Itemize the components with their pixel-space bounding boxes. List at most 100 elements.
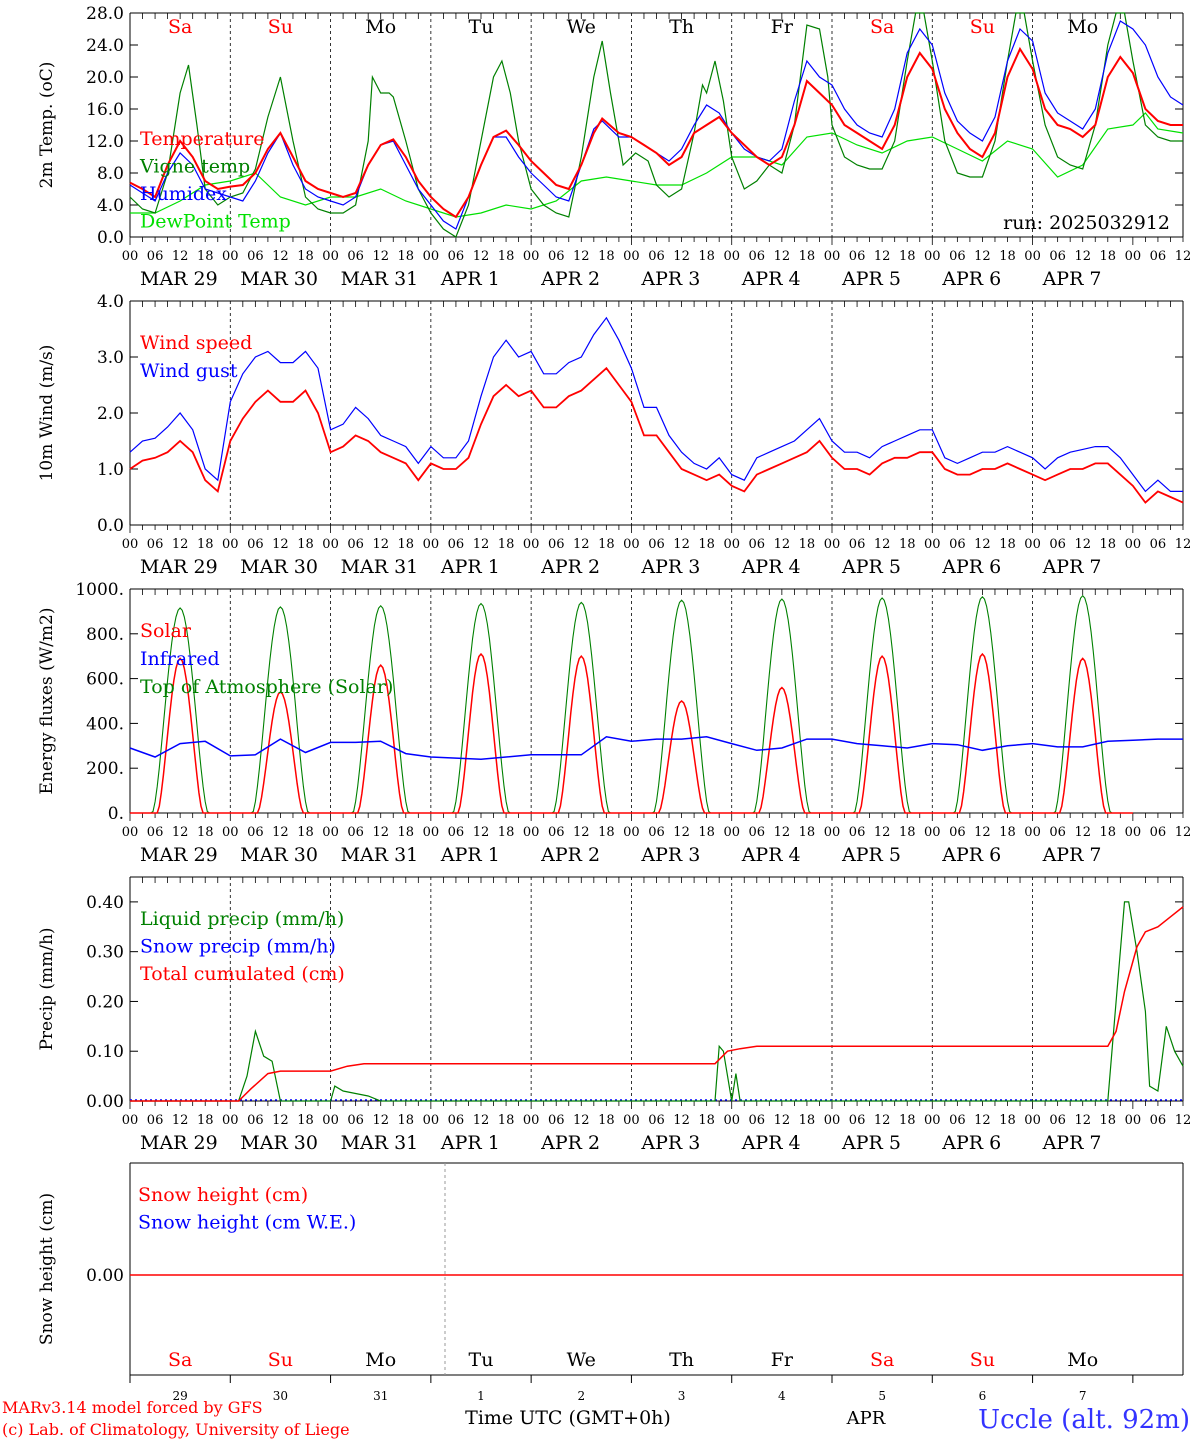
hour-tick-label: 06: [648, 825, 665, 840]
legend-entry: Wind gust: [140, 360, 238, 382]
hour-tick-label: 06: [347, 1113, 364, 1128]
hour-tick-label: 00: [122, 249, 139, 264]
hour-tick-label: 06: [1049, 249, 1066, 264]
hour-tick-label: 12: [473, 537, 490, 552]
date-label: MAR 31: [341, 1132, 419, 1154]
hour-tick-label: 18: [398, 825, 415, 840]
hour-tick-label: 00: [222, 825, 239, 840]
y-tick-label: 200.: [86, 759, 124, 779]
hour-tick-label: 00: [924, 537, 941, 552]
y-axis-label: 10m Wind (m/s): [37, 345, 57, 482]
hour-tick-label: 00: [1125, 537, 1142, 552]
station-label: Uccle (alt. 92m): [978, 1405, 1190, 1435]
date-label: APR 5: [841, 844, 901, 866]
hour-tick-label: 00: [122, 1113, 139, 1128]
series-blue: [129, 316, 1183, 493]
y-tick-label: 12.0: [86, 132, 124, 152]
hour-tick-label: 06: [849, 537, 866, 552]
hour-tick-label: 12: [974, 825, 991, 840]
hour-tick-label: 12: [1074, 1113, 1091, 1128]
date-label: MAR 30: [240, 268, 318, 290]
hour-tick-label: 06: [949, 1113, 966, 1128]
y-tick-label: 3.0: [97, 348, 124, 368]
hour-tick-label: 18: [698, 249, 715, 264]
hour-tick-label: 06: [347, 249, 364, 264]
y-tick-label: 24.0: [86, 36, 124, 56]
y-tick-label: 400.: [86, 714, 124, 734]
date-label: APR 7: [1042, 268, 1102, 290]
hour-tick-label: 06: [949, 537, 966, 552]
hour-tick-label: 06: [1150, 249, 1167, 264]
hour-tick-label: 00: [423, 537, 440, 552]
hour-tick-label: 18: [799, 249, 816, 264]
hour-tick-label: 12: [673, 249, 690, 264]
date-label: APR 2: [540, 1132, 600, 1154]
date-label: APR 2: [540, 844, 600, 866]
hour-tick-label: 00: [1125, 249, 1142, 264]
hour-tick-label: 12: [673, 1113, 690, 1128]
hour-tick-label: 12: [874, 249, 891, 264]
hour-tick-label: 00: [924, 825, 941, 840]
series-total-cumulated: [130, 906, 1184, 1102]
hour-tick-label: 18: [598, 825, 615, 840]
y-tick-label: 0.0: [97, 228, 124, 248]
series-green: [129, 12, 1183, 238]
hour-tick-label: 12: [473, 249, 490, 264]
hour-tick-label: 00: [523, 825, 540, 840]
weekday-label: Th: [669, 16, 694, 38]
date-label: APR 2: [540, 556, 600, 578]
legend-entry: Snow precip (mm/h): [140, 936, 336, 958]
hour-tick-label: 12: [573, 825, 590, 840]
hour-tick-label: 06: [648, 537, 665, 552]
hour-tick-label: 00: [122, 825, 139, 840]
hour-tick-label: 18: [598, 537, 615, 552]
hour-tick-label: 06: [1150, 537, 1167, 552]
hour-tick-label: 06: [548, 537, 565, 552]
hour-tick-label: 18: [398, 1113, 415, 1128]
hour-tick-label: 00: [824, 249, 841, 264]
hour-tick-label: 12: [1175, 825, 1192, 840]
legend-entry: Vigne temp: [139, 156, 250, 178]
weekday-label: Su: [970, 16, 995, 38]
hour-tick-label: 12: [272, 1113, 289, 1128]
y-tick-label: 28.0: [86, 4, 124, 24]
date-label: MAR 29: [140, 556, 218, 578]
weekday-label-bottom: Mo: [365, 1349, 396, 1371]
hour-tick-label: 12: [372, 537, 389, 552]
y-tick-label: 4.0: [97, 196, 124, 216]
hour-tick-label: 12: [473, 825, 490, 840]
hour-tick-label: 06: [147, 249, 164, 264]
date-label: APR 2: [540, 268, 600, 290]
weekday-label: Fr: [771, 16, 794, 38]
date-label: APR 4: [741, 1132, 801, 1154]
weekday-label: Mo: [1067, 16, 1098, 38]
date-label: MAR 31: [341, 268, 419, 290]
hour-tick-label: 06: [749, 825, 766, 840]
hour-tick-label: 18: [698, 1113, 715, 1128]
hour-tick-label: 06: [1049, 537, 1066, 552]
hour-tick-label: 06: [648, 249, 665, 264]
y-tick-label: 0.: [108, 804, 124, 824]
hour-tick-label: 12: [774, 1113, 791, 1128]
day-number-label: 4: [778, 1389, 786, 1403]
panel-1: 00 06 12 18 00 06 12 18 00 06 12 18 00 06 12 18 00 06 12 18…: [37, 4, 1191, 290]
hour-tick-label: 18: [498, 1113, 515, 1128]
date-label: APR 3: [640, 268, 700, 290]
hour-tick-label: 18: [197, 249, 214, 264]
hour-tick-label: 18: [197, 825, 214, 840]
hour-tick-label: 12: [974, 249, 991, 264]
hour-tick-label: 00: [623, 249, 640, 264]
date-label: APR 3: [640, 556, 700, 578]
y-tick-label: 0.00: [86, 1266, 124, 1286]
date-label: APR 4: [741, 556, 801, 578]
date-label: APR 7: [1042, 556, 1102, 578]
hour-tick-label: 18: [698, 537, 715, 552]
weekday-label: Sa: [168, 16, 192, 38]
hour-tick-label: 12: [172, 537, 189, 552]
time-axis-label: Time UTC (GMT+0h): [465, 1407, 671, 1429]
hour-tick-label: 00: [322, 249, 339, 264]
hour-tick-label: 06: [749, 249, 766, 264]
hour-tick-label: 00: [222, 249, 239, 264]
y-tick-label: 1000.: [75, 580, 124, 600]
hour-tick-label: 18: [799, 1113, 816, 1128]
